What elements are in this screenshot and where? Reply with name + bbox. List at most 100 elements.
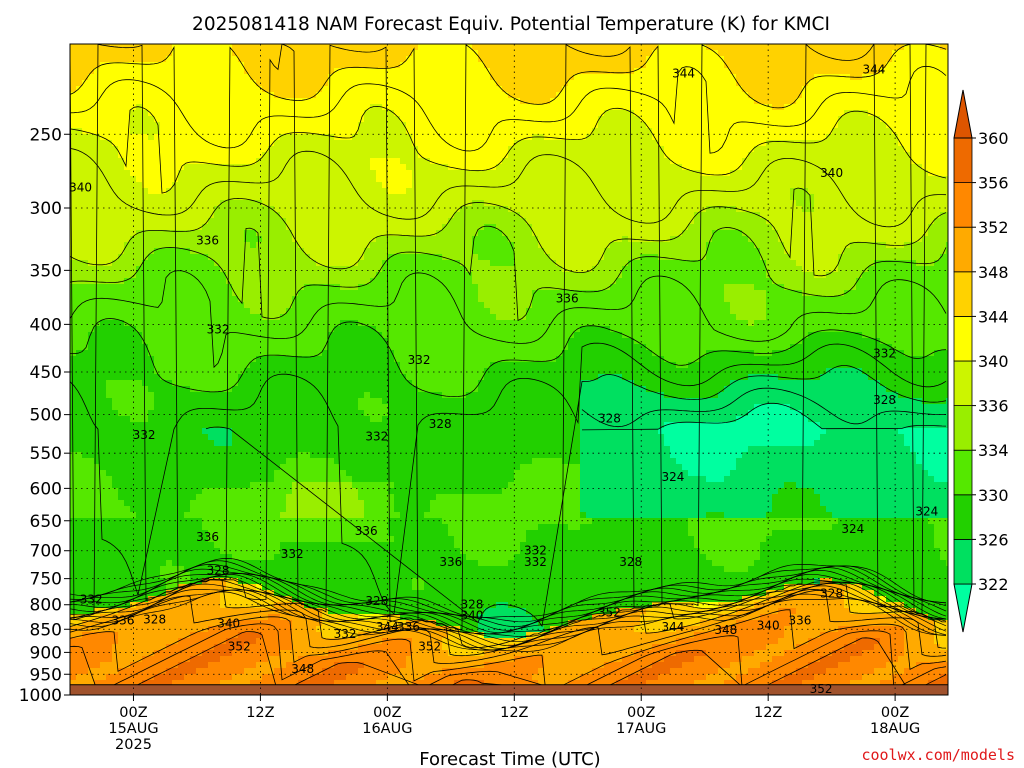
ground-layer [70, 684, 948, 695]
contour-label: 348 [714, 623, 737, 637]
contour-label: 328 [207, 563, 230, 577]
inversion-contour [70, 579, 947, 643]
y-tick-label: 950 [30, 665, 62, 685]
contour-label: 328 [429, 417, 452, 431]
contour-334 [70, 225, 947, 322]
contour-label: 328 [820, 586, 843, 600]
contour-338 [70, 148, 947, 228]
contour-328 [70, 342, 947, 615]
contour-336 [70, 187, 947, 277]
contour-label: 336 [397, 620, 420, 634]
plot-frame [69, 43, 949, 696]
watermark: coolwx.com/models [861, 746, 1015, 764]
colorbar-label: 356 [978, 174, 1009, 193]
contour-labels: 344 344 340 340 336 336 332 332 332 328 328 328 332 3… [69, 62, 938, 695]
contour-326 [205, 365, 947, 628]
x-tick-label: 18AUG [870, 721, 920, 737]
y-tick-label: 500 [30, 406, 62, 426]
colorbar-segment [953, 271, 973, 317]
ground-fill [70, 684, 948, 695]
contour-label: 328 [619, 555, 642, 569]
contour-label: 352 [418, 639, 441, 653]
contour-label: 352 [810, 682, 833, 696]
x-tick-label: 2025 [115, 737, 152, 753]
colorbar-segment [953, 137, 973, 183]
contour-label: 336 [355, 524, 378, 538]
y-tick-label: 400 [30, 315, 62, 335]
colorbar: 322 326 330 334 336 340 344 348 352 356 360 [953, 89, 1009, 633]
contour-label: 328 [873, 393, 896, 407]
colorbar-label: 340 [978, 352, 1009, 371]
y-tick-label: 350 [30, 261, 62, 281]
y-tick-label: 750 [30, 570, 62, 590]
contour-label: 336 [556, 291, 579, 305]
contour-label: 340 [820, 166, 843, 180]
colorbar-label: 360 [978, 129, 1009, 148]
colorbar-segment [953, 182, 973, 228]
x-tick-label: 00Z [627, 705, 655, 721]
contour-label: 328 [143, 613, 166, 627]
contour-342 [70, 65, 947, 154]
contour-label: 336 [196, 233, 219, 247]
colorbar-label: 330 [978, 486, 1009, 505]
x-tick-label: 00Z [881, 705, 909, 721]
colorbar-segment [953, 226, 973, 273]
chart-title: 2025081418 NAM Forecast Equiv. Potential… [192, 14, 830, 35]
colorbar-label: 322 [978, 575, 1009, 594]
inversion-contour [70, 560, 947, 623]
y-tick-label: 600 [30, 479, 62, 499]
x-tick-label: 12Z [500, 705, 528, 721]
contour-label: 344 [672, 66, 695, 80]
inversion-contour [70, 591, 947, 652]
colorbar-segment [953, 539, 973, 585]
x-tick-label: 00Z [373, 705, 401, 721]
contour-label: 324 [662, 470, 685, 484]
colorbar-low-triangle [953, 583, 973, 633]
colorbar-label: 344 [978, 307, 1009, 326]
y-tick-label: 450 [30, 363, 62, 383]
contour-label: 336 [788, 614, 811, 628]
contour-label: 332 [408, 353, 431, 367]
contour-label: 328 [598, 412, 621, 426]
y-tick-label: 300 [30, 199, 62, 219]
contour-lines [70, 44, 947, 695]
contour-label: 328 [461, 598, 484, 612]
y-tick-label: 650 [30, 512, 62, 532]
contour-label: 336 [111, 614, 134, 628]
contour-label: 340 [217, 617, 240, 631]
contour-label: 332 [281, 547, 304, 561]
contour-label: 324 [915, 504, 938, 518]
y-tick-label: 850 [30, 620, 62, 640]
y-tick-label: 550 [30, 444, 62, 464]
colorbar-label: 334 [978, 441, 1009, 460]
inversion-contour [70, 573, 947, 635]
contour-340 [70, 105, 947, 194]
contour-label: 352 [598, 605, 621, 619]
contour-label: 352 [228, 639, 251, 653]
colorbar-segment [953, 494, 973, 540]
y-tick-label: 800 [30, 596, 62, 616]
colorbar-label: 352 [978, 218, 1009, 237]
colorbar-segment [953, 405, 973, 451]
contour-label: 332 [334, 627, 357, 641]
contour-label: 332 [207, 322, 230, 336]
contour-label: 344 [376, 620, 399, 634]
contour-322 [581, 402, 947, 431]
y-tick-label: 900 [30, 643, 62, 663]
contour-label: 344 [862, 62, 885, 76]
x-tick-label: 15AUG [108, 721, 158, 737]
contour-352 [70, 609, 947, 695]
contour-330 [70, 318, 947, 398]
inversion-contour [70, 575, 947, 637]
colorbar-label: 348 [978, 263, 1009, 282]
x-tick-label: 16AUG [362, 721, 412, 737]
y-tick-label: 700 [30, 542, 62, 562]
contour-label: 340 [69, 180, 92, 194]
contour-label: 328 [365, 594, 388, 608]
contour-label: 336 [196, 530, 219, 544]
x-tick-label: 12Z [246, 705, 274, 721]
y-axis: 250 300 350 400 450 500 550 600 650 700 750 800 850 9… [19, 125, 70, 706]
contour-label: 324 [841, 522, 864, 536]
